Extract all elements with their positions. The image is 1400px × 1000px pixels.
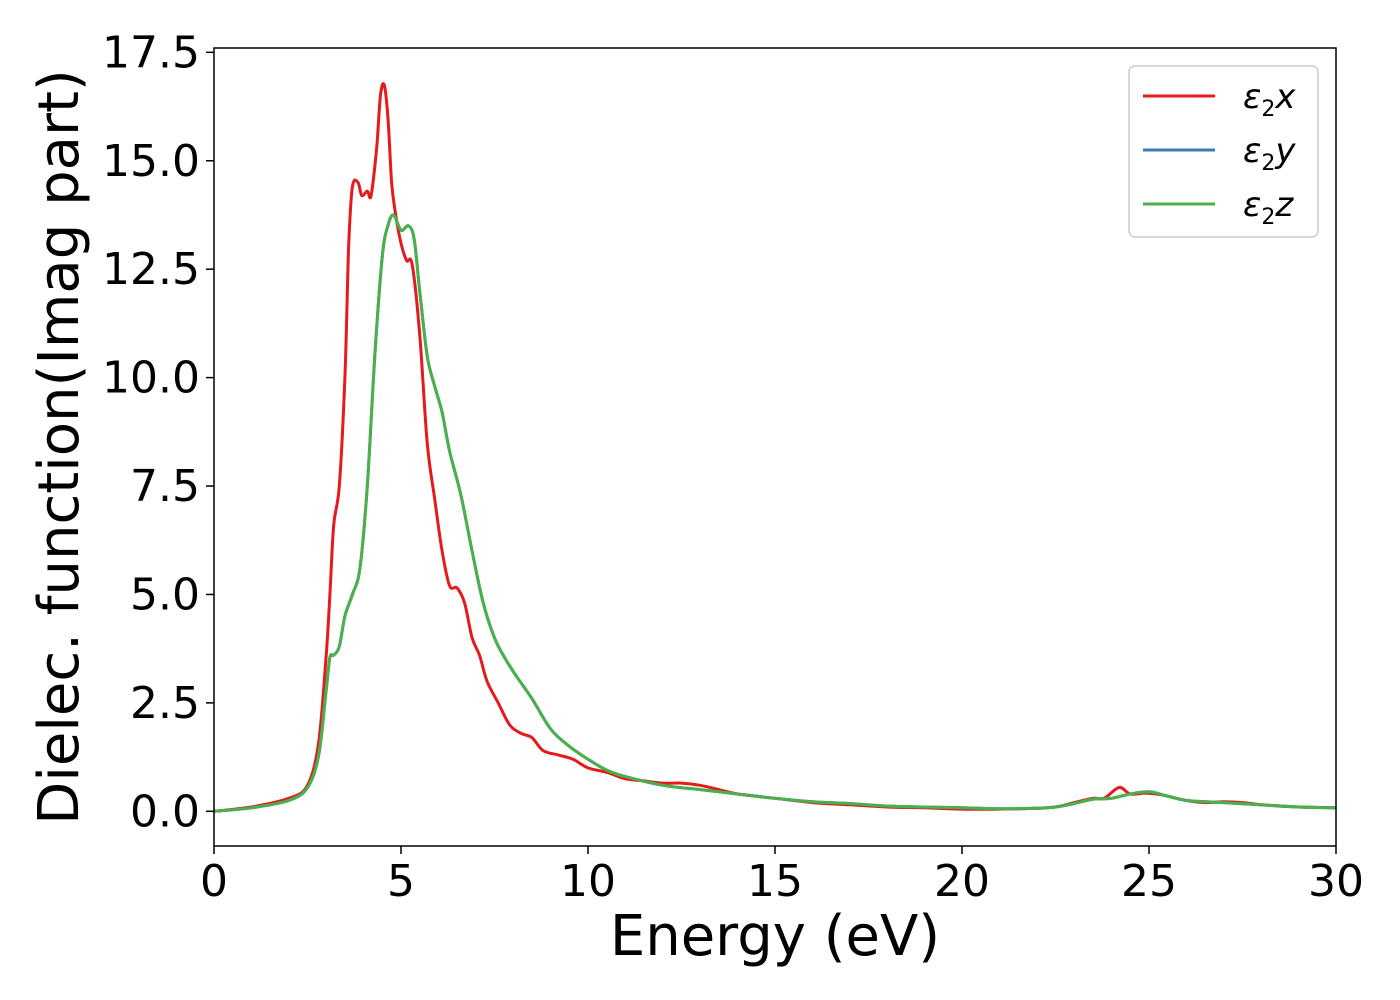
y-tick-label: 5.0 (130, 569, 200, 620)
y-tick-label: 15.0 (102, 136, 200, 187)
legend-label-z: ε2z (1243, 185, 1294, 230)
x-tick-label: 20 (934, 856, 990, 907)
y-axis-label: Dielec. function(Imag part) (27, 69, 92, 825)
legend-box (1128, 65, 1319, 238)
series-line-z (214, 213, 1336, 813)
legend-label-y: ε2y (1243, 131, 1296, 176)
y-tick-label: 12.5 (102, 244, 200, 295)
series-line-x (214, 82, 1336, 813)
y-tick-label: 0.0 (130, 786, 200, 837)
x-tick-label: 15 (747, 856, 803, 907)
y-axis-ticks: 0.0 2.5 5.0 7.5 10.0 12.5 15.0 17.5 (102, 27, 214, 837)
x-tick-label: 30 (1308, 856, 1364, 907)
y-tick-label: 17.5 (102, 27, 200, 78)
x-tick-label: 10 (560, 856, 616, 907)
x-tick-label: 5 (387, 856, 415, 907)
x-axis-ticks: 0 5 10 15 20 25 30 (200, 846, 1364, 907)
x-tick-label: 25 (1121, 856, 1177, 907)
y-tick-label: 7.5 (130, 461, 200, 512)
legend-label-x: ε2x (1243, 77, 1296, 122)
y-tick-label: 2.5 (130, 678, 200, 729)
y-tick-label: 10.0 (102, 353, 200, 404)
x-axis-label: Energy (eV) (610, 904, 940, 969)
x-tick-label: 0 (200, 856, 228, 907)
series-layer (214, 82, 1336, 813)
legend: ε2x ε2y ε2z (1128, 65, 1319, 238)
